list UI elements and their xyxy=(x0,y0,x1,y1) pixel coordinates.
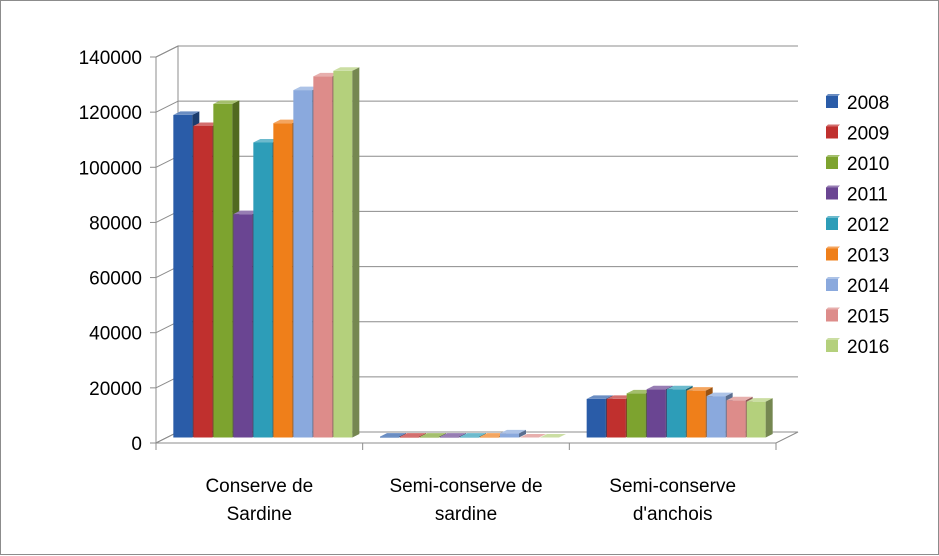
bar-side xyxy=(766,398,773,437)
bar-front xyxy=(667,389,686,437)
y-tick-label: 20000 xyxy=(89,379,142,400)
bar-front xyxy=(313,76,332,437)
legend-item: 2011 xyxy=(826,185,888,206)
bar-side xyxy=(352,67,359,437)
legend-item: 2013 xyxy=(826,246,889,267)
bar-front xyxy=(193,126,212,438)
legend-swatch-top xyxy=(826,216,840,218)
category-label: Semi-conserve d'anchois xyxy=(609,476,736,525)
legend-label: 2008 xyxy=(847,93,889,114)
legend-swatch-top xyxy=(826,247,840,249)
legend-label: 2011 xyxy=(847,185,888,206)
legend-label: 2012 xyxy=(847,215,889,236)
legend-swatch xyxy=(826,310,838,322)
y-tick-label: 120000 xyxy=(79,103,142,124)
legend-swatch-top xyxy=(826,155,840,157)
legend-item: 2012 xyxy=(826,215,889,236)
y-tick-label: 80000 xyxy=(89,213,142,234)
bar-front xyxy=(627,393,646,437)
bar-front xyxy=(480,437,499,438)
category-label-line: sardine xyxy=(435,504,497,525)
y-tick-label: 60000 xyxy=(89,269,142,290)
legend-item: 2014 xyxy=(826,276,890,297)
category-label-line: Conserve de xyxy=(205,476,313,497)
bar-front xyxy=(293,90,312,437)
bar-front xyxy=(440,437,459,438)
legend-swatch xyxy=(826,218,838,230)
legend-label: 2014 xyxy=(847,276,890,297)
y-tick-label: 140000 xyxy=(79,48,142,69)
bar-front xyxy=(173,115,192,438)
legend-swatch-top xyxy=(826,125,840,127)
legend-label: 2015 xyxy=(847,307,889,328)
legend: 2008 2009 2010 2011 2012 2013 2014 2015 2016 xyxy=(826,93,890,358)
bar-front xyxy=(500,433,519,437)
legend-swatch-top xyxy=(826,94,840,96)
category-label-line: Sardine xyxy=(227,504,293,525)
bar-front xyxy=(687,391,706,438)
y-tick-label: 100000 xyxy=(79,158,142,179)
legend-swatch xyxy=(826,340,838,352)
legend-label: 2016 xyxy=(847,337,889,358)
legend-item: 2008 xyxy=(826,93,889,114)
bar xyxy=(333,67,359,437)
bars xyxy=(173,67,772,437)
y-axis: 0 20000 40000 60000 80000 100000 120000 140000 xyxy=(79,48,156,455)
legend-label: 2009 xyxy=(847,124,889,145)
bar-front xyxy=(707,396,726,437)
legend-item: 2010 xyxy=(826,154,889,175)
legend-item: 2015 xyxy=(826,307,889,328)
bar-front xyxy=(213,104,232,438)
legend-swatch xyxy=(826,157,838,169)
bar-front xyxy=(727,400,746,437)
legend-label: 2010 xyxy=(847,154,889,175)
bar-front xyxy=(233,214,252,437)
legend-swatch-top xyxy=(826,186,840,188)
bar-front xyxy=(607,399,626,438)
legend-label: 2013 xyxy=(847,246,889,267)
category-label-line: Semi-conserve xyxy=(609,476,736,497)
legend-item: 2016 xyxy=(826,337,889,358)
legend-swatch xyxy=(826,188,838,200)
legend-swatch-top xyxy=(826,277,840,279)
bar-front xyxy=(380,437,399,438)
bar-front xyxy=(333,71,352,438)
bar-front xyxy=(647,389,666,437)
x-axis: Conserve de Sardine Semi-conserve de sardin… xyxy=(156,443,776,525)
bar-front xyxy=(400,437,419,438)
bar-front xyxy=(253,142,272,437)
legend-swatch xyxy=(826,96,838,108)
y-tick-label: 0 xyxy=(131,434,142,455)
category-label-line: d'anchois xyxy=(633,504,713,525)
bar-front xyxy=(460,437,479,438)
legend-swatch-top xyxy=(826,308,840,310)
legend-swatch xyxy=(826,127,838,139)
category-label: Semi-conserve de sardine xyxy=(389,476,542,525)
bar-front xyxy=(587,399,606,438)
category-label: Conserve de Sardine xyxy=(205,476,313,525)
bar xyxy=(747,398,773,437)
bar-front xyxy=(747,402,766,438)
legend-swatch xyxy=(826,279,838,291)
y-tick-label: 40000 xyxy=(89,324,142,345)
bar-front xyxy=(273,123,292,437)
legend-swatch-top xyxy=(826,338,840,340)
legend-item: 2009 xyxy=(826,124,889,145)
category-label-line: Semi-conserve de xyxy=(389,476,542,497)
legend-swatch xyxy=(826,249,838,261)
bar-front xyxy=(420,437,439,438)
